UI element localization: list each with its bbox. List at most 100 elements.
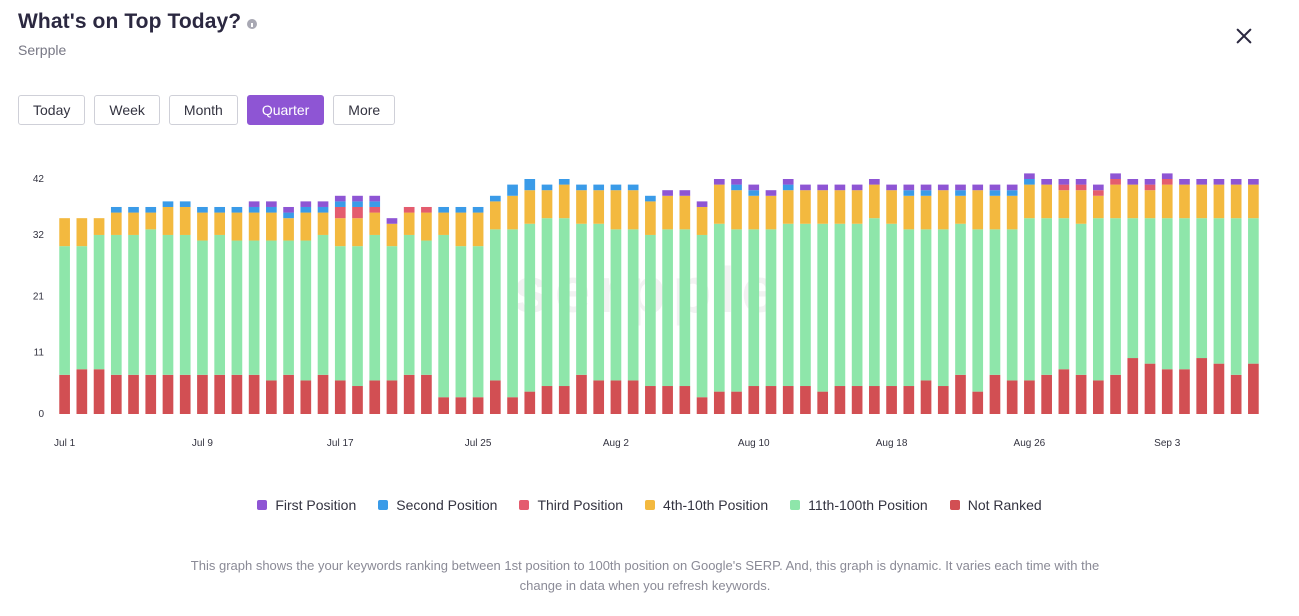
bar-segment-top10[interactable] — [317, 212, 329, 235]
bar-segment-top100[interactable] — [128, 234, 139, 375]
bar-segment-first[interactable] — [1144, 179, 1156, 185]
bar-segment-not_ranked[interactable] — [937, 386, 949, 414]
bar-segment-top10[interactable] — [438, 212, 449, 235]
bar-segment-top100[interactable] — [110, 234, 122, 375]
bar-segment-top10[interactable] — [576, 190, 587, 224]
bar-segment-top100[interactable] — [507, 229, 518, 398]
bar-segment-not_ranked[interactable] — [334, 380, 346, 414]
tab-today[interactable]: Today — [18, 95, 86, 125]
bar-segment-second[interactable] — [438, 206, 449, 213]
bar-segment-first[interactable] — [800, 184, 811, 191]
bar-segment-second[interactable] — [610, 184, 622, 191]
bar-segment-top100[interactable] — [1058, 218, 1070, 370]
bar-segment-top10[interactable] — [1075, 190, 1087, 224]
bar-segment-not_ranked[interactable] — [524, 391, 536, 414]
bar-segment-second[interactable] — [300, 206, 312, 213]
bar-segment-top10[interactable] — [817, 190, 829, 224]
bar-segment-not_ranked[interactable] — [782, 386, 794, 414]
bar-segment-top100[interactable] — [472, 246, 484, 398]
bar-segment-top100[interactable] — [369, 234, 381, 381]
bar-segment-first[interactable] — [1110, 173, 1121, 179]
bar-segment-top100[interactable] — [266, 240, 277, 381]
bar-segment-not_ranked[interactable] — [59, 374, 70, 414]
bar-segment-third[interactable] — [334, 206, 346, 219]
bar-segment-not_ranked[interactable] — [955, 374, 966, 414]
bar-segment-first[interactable] — [765, 190, 777, 196]
bar-segment-top100[interactable] — [179, 234, 191, 375]
bar-segment-not_ranked[interactable] — [1161, 369, 1173, 414]
bar-segment-second[interactable] — [179, 201, 191, 207]
bar-segment-first[interactable] — [782, 179, 794, 185]
bar-segment-not_ranked[interactable] — [110, 374, 122, 414]
bar-segment-top100[interactable] — [524, 223, 536, 392]
bar-segment-top100[interactable] — [1110, 218, 1121, 375]
bar-segment-top100[interactable] — [989, 229, 1001, 375]
bar-segment-top10[interactable] — [248, 212, 260, 241]
bar-segment-top100[interactable] — [920, 229, 932, 381]
bar-segment-not_ranked[interactable] — [128, 374, 139, 414]
bar-segment-second[interactable] — [145, 206, 157, 213]
tab-week[interactable]: Week — [94, 95, 160, 125]
bar-segment-second[interactable] — [989, 190, 1001, 196]
bar-segment-first[interactable] — [283, 206, 294, 213]
bar-segment-first[interactable] — [1213, 179, 1225, 185]
bar-segment-second[interactable] — [334, 201, 346, 207]
bar-segment-first[interactable] — [1230, 179, 1242, 185]
legend-item-top100[interactable]: 11th-100th Position — [790, 497, 928, 513]
bar-segment-not_ranked[interactable] — [1092, 380, 1104, 414]
bar-segment-top100[interactable] — [713, 223, 725, 392]
bar-segment-top100[interactable] — [1179, 218, 1190, 370]
bar-segment-first[interactable] — [920, 184, 932, 191]
bar-segment-top10[interactable] — [696, 206, 708, 235]
bar-segment-top100[interactable] — [197, 240, 208, 375]
bar-segment-not_ranked[interactable] — [679, 386, 691, 414]
tab-quarter[interactable]: Quarter — [246, 95, 325, 125]
bar-segment-first[interactable] — [869, 179, 880, 185]
bar-segment-top10[interactable] — [1230, 184, 1242, 219]
bar-segment-top10[interactable] — [369, 212, 381, 235]
bar-segment-top100[interactable] — [1248, 218, 1259, 364]
bar-segment-top10[interactable] — [903, 195, 915, 230]
bar-segment-top100[interactable] — [1213, 218, 1225, 364]
bar-segment-not_ranked[interactable] — [507, 397, 518, 414]
bar-segment-top10[interactable] — [179, 206, 191, 235]
bar-segment-top100[interactable] — [627, 229, 639, 381]
bar-segment-top10[interactable] — [1127, 184, 1139, 219]
bar-segment-top10[interactable] — [93, 218, 105, 235]
bar-segment-top10[interactable] — [1196, 184, 1208, 219]
legend-item-top10[interactable]: 4th-10th Position — [645, 497, 768, 513]
bar-segment-second[interactable] — [541, 184, 553, 191]
bar-segment-top10[interactable] — [920, 195, 932, 230]
bar-segment-top100[interactable] — [886, 223, 897, 387]
bar-segment-first[interactable] — [334, 195, 346, 202]
bar-segment-not_ranked[interactable] — [662, 386, 673, 414]
bar-segment-first[interactable] — [903, 184, 915, 191]
bar-segment-top100[interactable] — [1144, 218, 1156, 364]
bar-segment-top10[interactable] — [128, 212, 139, 235]
bar-segment-top100[interactable] — [834, 223, 846, 387]
bar-segment-third[interactable] — [403, 206, 415, 213]
bar-segment-top10[interactable] — [989, 195, 1001, 230]
bar-segment-top100[interactable] — [972, 229, 984, 392]
bar-segment-first[interactable] — [817, 184, 829, 191]
bar-segment-first[interactable] — [972, 184, 984, 191]
bar-segment-not_ranked[interactable] — [1230, 374, 1242, 414]
bar-segment-first[interactable] — [1179, 179, 1190, 185]
bar-segment-top100[interactable] — [145, 229, 157, 375]
bar-segment-top10[interactable] — [1110, 184, 1121, 219]
bar-segment-second[interactable] — [524, 179, 536, 191]
bar-segment-second[interactable] — [197, 206, 208, 213]
bar-segment-top100[interactable] — [800, 223, 811, 387]
bar-segment-first[interactable] — [1127, 179, 1139, 185]
bar-segment-not_ranked[interactable] — [1058, 369, 1070, 414]
bar-segment-not_ranked[interactable] — [179, 374, 191, 414]
bar-segment-top10[interactable] — [403, 212, 415, 235]
bar-segment-not_ranked[interactable] — [1110, 374, 1121, 414]
bar-segment-top100[interactable] — [903, 229, 915, 387]
bar-segment-second[interactable] — [748, 190, 760, 196]
bar-segment-top10[interactable] — [679, 195, 691, 230]
bar-segment-top100[interactable] — [1024, 218, 1035, 381]
bar-segment-third[interactable] — [352, 206, 363, 219]
bar-segment-top100[interactable] — [334, 246, 346, 381]
bar-segment-not_ranked[interactable] — [817, 391, 829, 414]
